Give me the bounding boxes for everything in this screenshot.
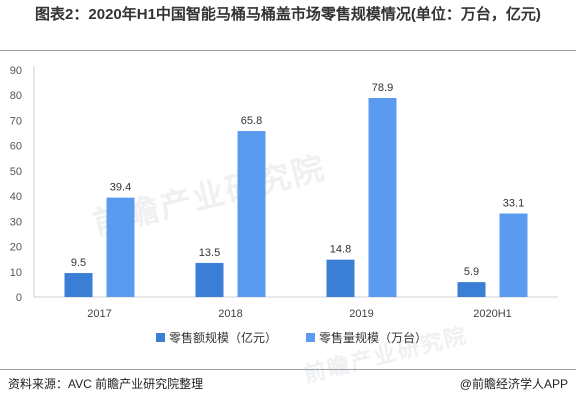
- bottom-divider: [0, 369, 576, 370]
- data-label: 65.8: [241, 115, 262, 127]
- y-tick-label: 30: [10, 216, 22, 228]
- data-label: 78.9: [372, 82, 393, 94]
- top-divider: [0, 50, 576, 51]
- legend-label: 零售额规模（亿元）: [169, 330, 277, 345]
- y-tick-label: 10: [10, 267, 22, 279]
- bar-retail-sales: [326, 259, 355, 297]
- bar-chart: 0 10 20 30 40 50 60 70 80 90 9.5 39.4 2017 13.5 65.8 20…: [10, 65, 558, 345]
- data-label: 9.5: [71, 257, 86, 269]
- x-tick-label: 2020H1: [473, 308, 512, 320]
- bar-retail-volume: [106, 197, 135, 297]
- bar-retail-volume: [368, 97, 397, 297]
- y-tick-label: 60: [10, 141, 22, 153]
- y-tick-label: 90: [10, 65, 22, 77]
- credit-note: @前瞻经济学人APP: [459, 377, 568, 391]
- bar-retail-sales: [64, 273, 93, 297]
- bar-retail-volume: [237, 131, 266, 297]
- x-tick-label: 2019: [349, 308, 373, 320]
- data-label: 14.8: [330, 244, 351, 256]
- legend-swatch: [306, 333, 315, 342]
- bar-retail-volume: [499, 213, 528, 297]
- x-tick-label: 2018: [218, 308, 242, 320]
- y-tick-label: 40: [10, 191, 22, 203]
- y-tick-label: 80: [10, 90, 22, 102]
- y-tick-label: 70: [10, 115, 22, 127]
- bar-retail-sales: [457, 282, 486, 297]
- chart-area: 0 10 20 30 40 50 60 70 80 90 9.5 39.4 2017 13.5 65.8 20…: [0, 56, 576, 356]
- data-label: 39.4: [110, 182, 131, 194]
- legend-label: 零售量规模（万台）: [319, 330, 427, 345]
- legend-swatch: [156, 333, 165, 342]
- data-label: 13.5: [199, 247, 220, 259]
- y-tick-label: 0: [16, 292, 22, 304]
- data-label: 33.1: [503, 198, 524, 210]
- y-tick-label: 20: [10, 242, 22, 254]
- source-note: 资料来源：AVC 前瞻产业研究院整理: [8, 377, 204, 391]
- chart-title: 图表2：2020年H1中国智能马桶马桶盖市场零售规模情况(单位：万台，亿元): [35, 6, 541, 23]
- y-tick-label: 50: [10, 166, 22, 178]
- x-tick-label: 2017: [87, 308, 111, 320]
- bar-retail-sales: [195, 262, 224, 297]
- data-label: 5.9: [464, 266, 479, 278]
